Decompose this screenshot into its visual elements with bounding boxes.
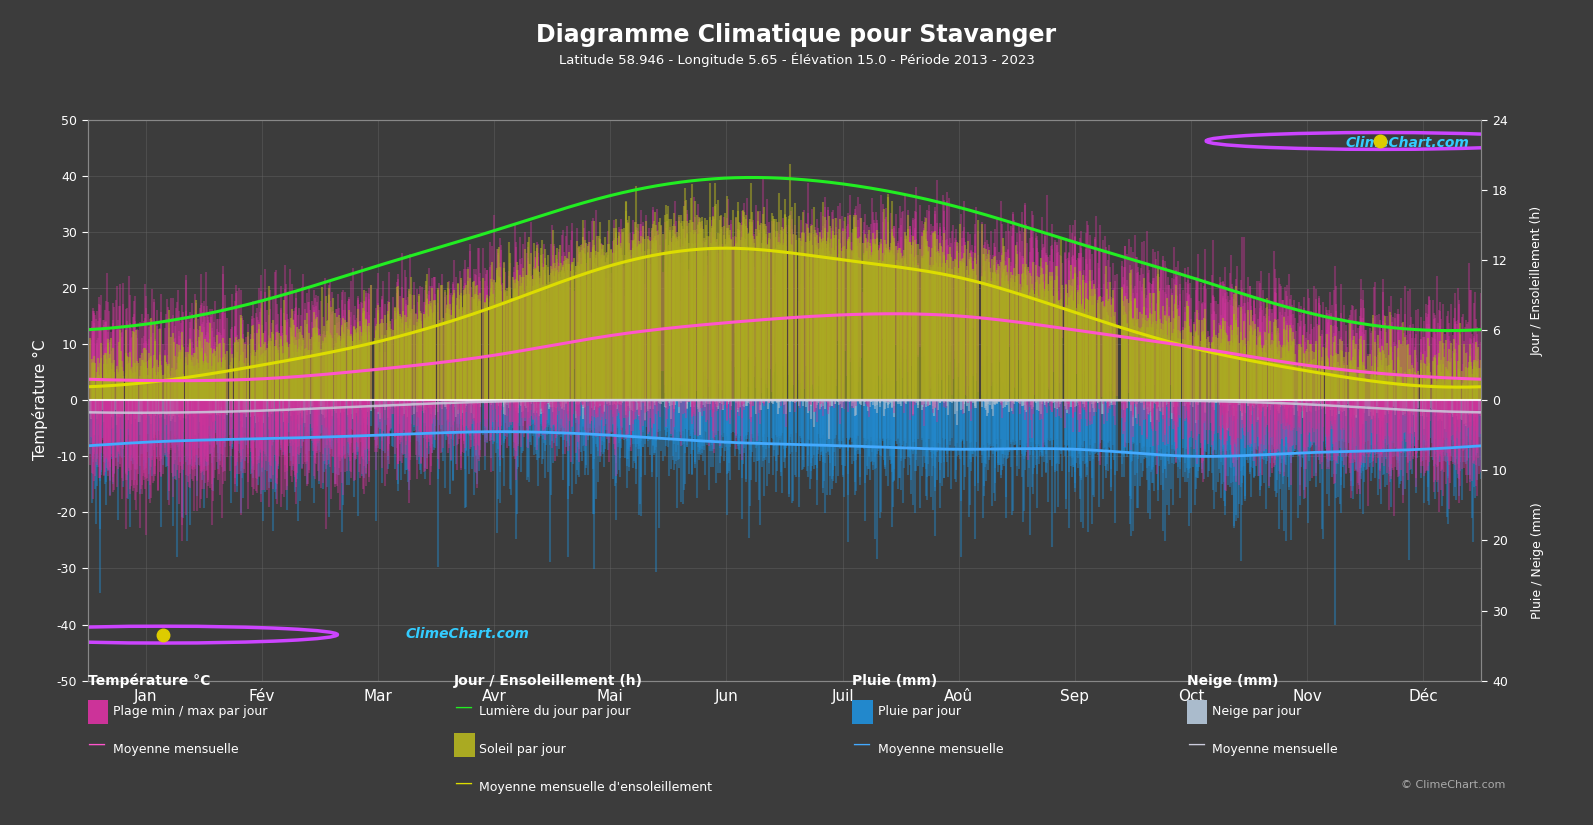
Text: Moyenne mensuelle: Moyenne mensuelle <box>878 742 1004 756</box>
Text: Jour / Ensoleillement (h): Jour / Ensoleillement (h) <box>1531 205 1544 356</box>
Text: Pluie (mm): Pluie (mm) <box>852 674 938 688</box>
Text: ClimeChart.com: ClimeChart.com <box>405 627 529 641</box>
Text: Moyenne mensuelle: Moyenne mensuelle <box>1212 742 1338 756</box>
Text: —: — <box>1187 735 1204 753</box>
Text: Soleil par jour: Soleil par jour <box>479 742 566 756</box>
Text: ClimeChart.com: ClimeChart.com <box>1346 136 1470 150</box>
Text: Lumière du jour par jour: Lumière du jour par jour <box>479 705 631 719</box>
Text: Pluie par jour: Pluie par jour <box>878 705 961 719</box>
Text: Plage min / max par jour: Plage min / max par jour <box>113 705 268 719</box>
Text: Diagramme Climatique pour Stavanger: Diagramme Climatique pour Stavanger <box>537 22 1056 47</box>
Text: Pluie / Neige (mm): Pluie / Neige (mm) <box>1531 502 1544 620</box>
Text: Neige par jour: Neige par jour <box>1212 705 1301 719</box>
Text: Moyenne mensuelle: Moyenne mensuelle <box>113 742 239 756</box>
Text: Jour / Ensoleillement (h): Jour / Ensoleillement (h) <box>454 674 644 688</box>
Text: Moyenne mensuelle d'ensoleillement: Moyenne mensuelle d'ensoleillement <box>479 781 712 794</box>
Text: —: — <box>852 735 870 753</box>
Text: Neige (mm): Neige (mm) <box>1187 674 1278 688</box>
Text: © ClimeChart.com: © ClimeChart.com <box>1400 780 1505 790</box>
Text: Latitude 58.946 - Longitude 5.65 - Élévation 15.0 - Période 2013 - 2023: Latitude 58.946 - Longitude 5.65 - Éléva… <box>559 52 1034 67</box>
Text: Température °C: Température °C <box>88 673 210 688</box>
Text: —: — <box>88 735 105 753</box>
Y-axis label: Température °C: Température °C <box>32 340 48 460</box>
Text: —: — <box>454 774 472 792</box>
Text: —: — <box>454 698 472 716</box>
